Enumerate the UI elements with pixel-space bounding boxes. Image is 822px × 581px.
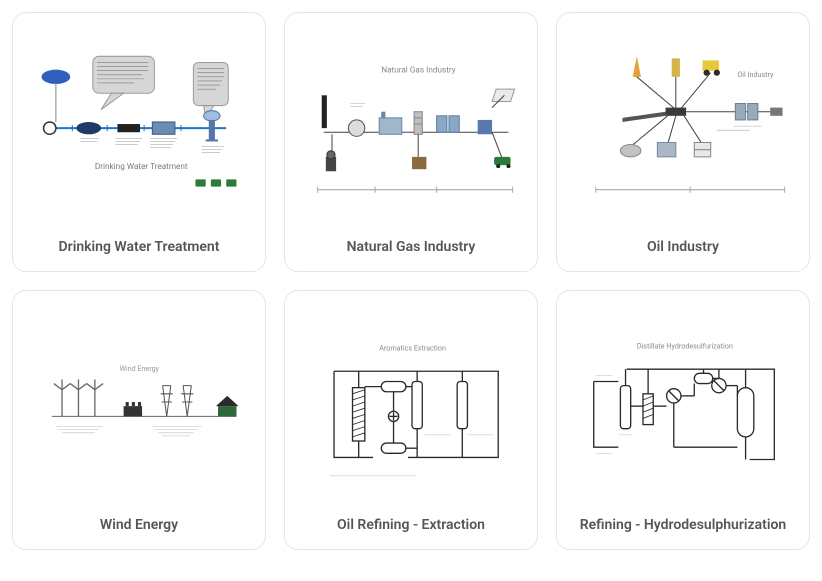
card-title: Refining - Hydrodesulphurization	[557, 505, 809, 549]
svg-text:Drinking Water Treatment: Drinking Water Treatment	[95, 162, 188, 172]
thumb-drinking-water: Drinking Water Treatment	[13, 13, 265, 227]
thumb-natural-gas: Natural Gas Industry	[285, 13, 537, 227]
card-oil-industry[interactable]: Oil Industry	[556, 12, 810, 272]
thumb-wind-energy: Wind Energy	[13, 291, 265, 505]
thumb-oil-extraction: Aromatics Extraction	[285, 291, 537, 505]
thumb-refining-hds: Distillate Hydrodesulfurization	[557, 291, 809, 505]
template-grid: Drinking Water Treatment	[12, 12, 810, 550]
card-title: Wind Energy	[13, 505, 265, 549]
card-title: Drinking Water Treatment	[13, 227, 265, 271]
card-wind-energy[interactable]: Wind Energy	[12, 290, 266, 550]
card-drinking-water[interactable]: Drinking Water Treatment	[12, 12, 266, 272]
card-title: Oil Refining - Extraction	[285, 505, 537, 549]
svg-text:Natural Gas Industry: Natural Gas Industry	[381, 66, 455, 76]
svg-text:Aromatics Extraction: Aromatics Extraction	[379, 344, 446, 353]
card-refining-hds[interactable]: Distillate Hydrodesulfurization	[556, 290, 810, 550]
card-title: Natural Gas Industry	[285, 227, 537, 271]
svg-text:Oil Industry: Oil Industry	[737, 70, 774, 79]
card-natural-gas[interactable]: Natural Gas Industry	[284, 12, 538, 272]
card-title: Oil Industry	[557, 227, 809, 271]
svg-text:Wind Energy: Wind Energy	[120, 364, 160, 373]
thumb-oil-industry: Oil Industry	[557, 13, 809, 227]
card-oil-extraction[interactable]: Aromatics Extraction	[284, 290, 538, 550]
svg-text:Distillate Hydrodesulfurizatio: Distillate Hydrodesulfurization	[637, 342, 733, 351]
